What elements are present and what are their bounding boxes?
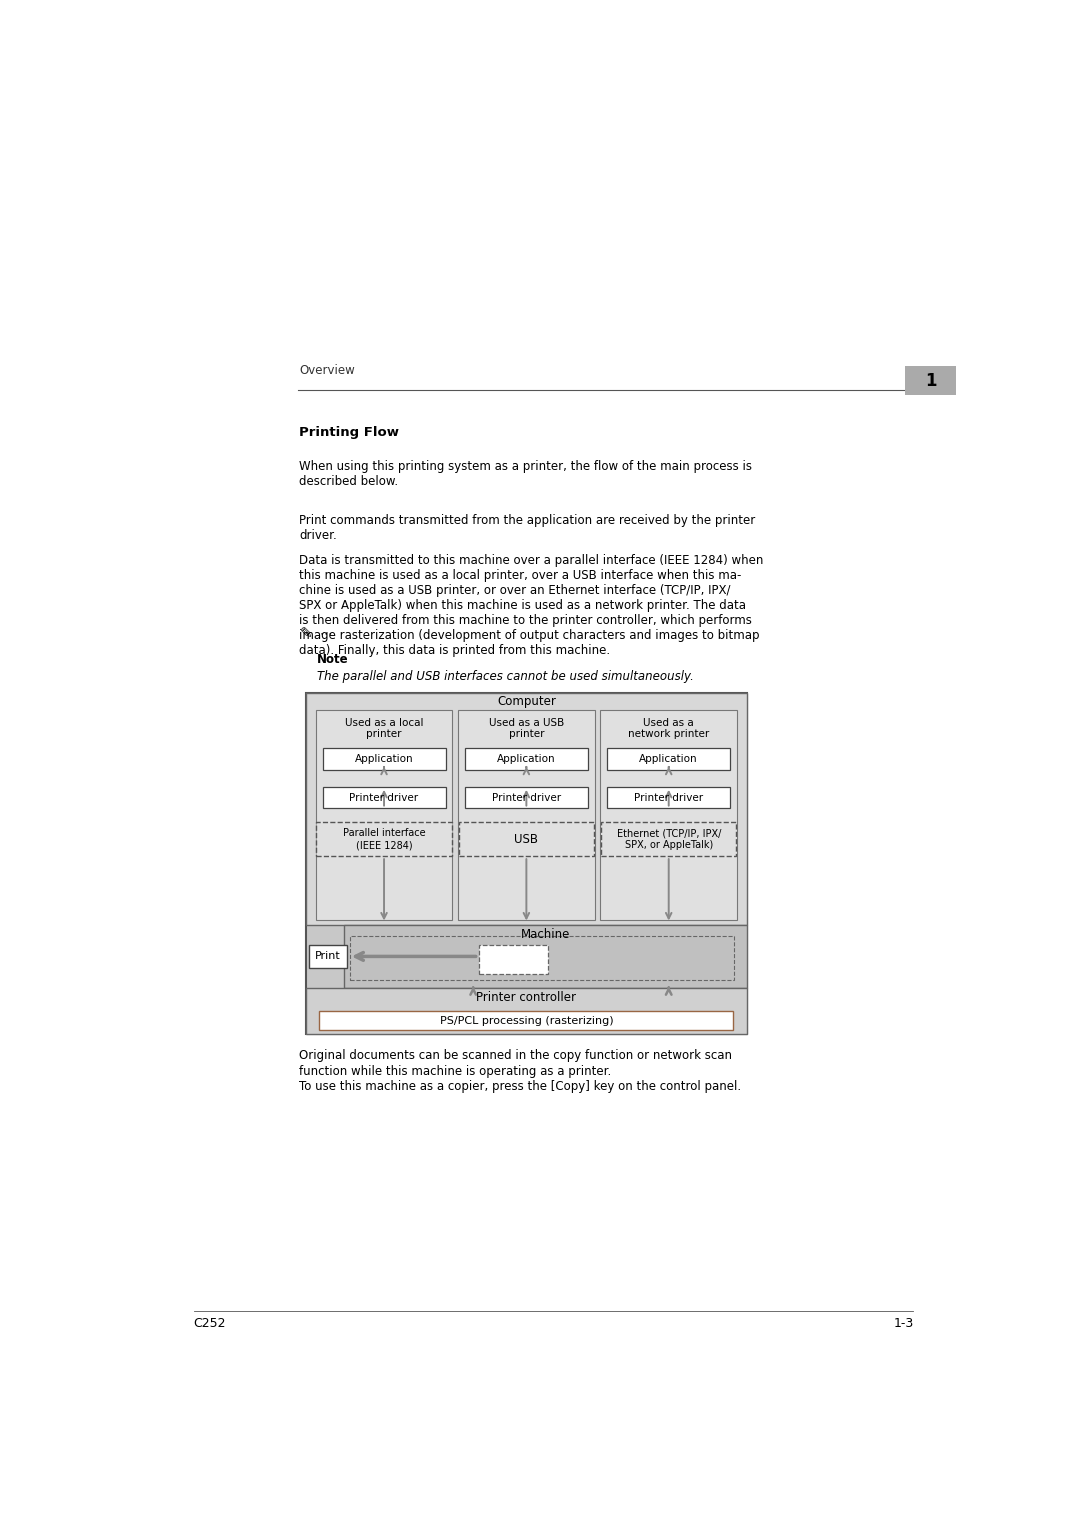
- Bar: [905, 366, 957, 395]
- Text: USB: USB: [514, 832, 538, 846]
- Bar: [607, 748, 730, 770]
- Bar: [600, 710, 738, 921]
- Text: Data is transmitted to this machine over a parallel interface (IEEE 1284) when
t: Data is transmitted to this machine over…: [299, 554, 764, 658]
- Bar: [602, 823, 737, 857]
- Text: Print: Print: [315, 951, 341, 962]
- Bar: [309, 945, 348, 968]
- Text: When using this printing system as a printer, the flow of the main process is
de: When using this printing system as a pri…: [299, 461, 753, 489]
- Text: Parallel interface
(IEEE 1284): Parallel interface (IEEE 1284): [342, 829, 426, 851]
- Text: Original documents can be scanned in the copy function or network scan: Original documents can be scanned in the…: [299, 1049, 732, 1063]
- Text: Used as a USB
printer: Used as a USB printer: [489, 718, 564, 739]
- Bar: [345, 925, 747, 988]
- Text: Used as a local
printer: Used as a local printer: [345, 718, 423, 739]
- Text: The parallel and USB interfaces cannot be used simultaneously.: The parallel and USB interfaces cannot b…: [318, 670, 694, 683]
- Bar: [350, 936, 734, 980]
- Text: Overview: Overview: [299, 365, 355, 377]
- Bar: [607, 786, 730, 808]
- Text: Ethernet (TCP/IP, IPX/
SPX, or AppleTalk): Ethernet (TCP/IP, IPX/ SPX, or AppleTalk…: [617, 829, 721, 851]
- Bar: [306, 693, 747, 1034]
- Bar: [323, 748, 446, 770]
- Text: 1: 1: [924, 373, 936, 389]
- Text: Used as a
network printer: Used as a network printer: [629, 718, 710, 739]
- Bar: [306, 988, 747, 1034]
- Text: ✎: ✎: [299, 626, 312, 641]
- Text: function while this machine is operating as a printer.: function while this machine is operating…: [299, 1064, 611, 1078]
- Text: To use this machine as a copier, press the [Copy] key on the control panel.: To use this machine as a copier, press t…: [299, 1080, 742, 1093]
- Text: Machine: Machine: [521, 928, 570, 941]
- Text: ⋯: ⋯: [320, 628, 332, 640]
- Text: Application: Application: [497, 754, 556, 764]
- Text: PS/PCL processing (rasterizing): PS/PCL processing (rasterizing): [440, 1015, 613, 1026]
- Bar: [315, 710, 453, 921]
- Text: Printer driver: Printer driver: [491, 793, 561, 803]
- Bar: [320, 1011, 733, 1031]
- Text: C252: C252: [193, 1318, 226, 1330]
- Bar: [464, 786, 588, 808]
- Bar: [464, 748, 588, 770]
- Text: Printer driver: Printer driver: [634, 793, 703, 803]
- Text: Note: Note: [318, 654, 349, 666]
- Text: Application: Application: [354, 754, 414, 764]
- Text: Printing Flow: Printing Flow: [299, 426, 400, 438]
- Text: Printer driver: Printer driver: [350, 793, 419, 803]
- Bar: [306, 693, 747, 925]
- Text: Print commands transmitted from the application are received by the printer
driv: Print commands transmitted from the appl…: [299, 515, 756, 542]
- Text: Computer: Computer: [497, 695, 556, 707]
- Bar: [478, 945, 549, 974]
- Bar: [323, 786, 446, 808]
- Text: Printer controller: Printer controller: [476, 991, 577, 1003]
- Text: 1-3: 1-3: [893, 1318, 914, 1330]
- Text: Application: Application: [639, 754, 698, 764]
- Bar: [458, 710, 595, 921]
- Bar: [316, 823, 451, 857]
- Bar: [459, 823, 594, 857]
